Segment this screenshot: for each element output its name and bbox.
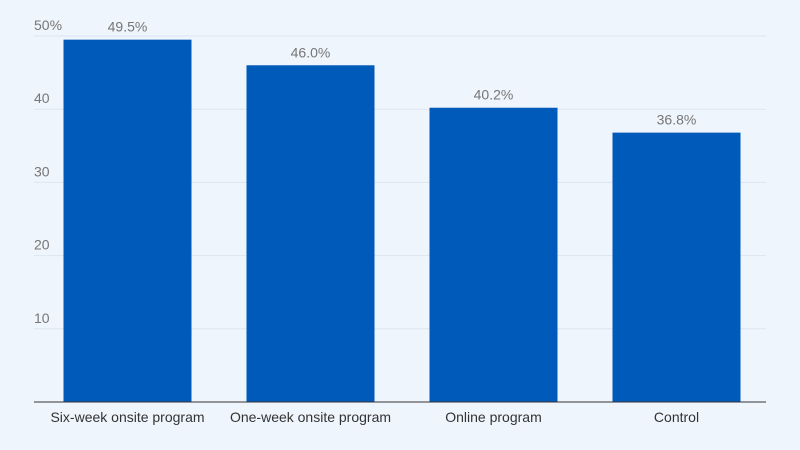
x-tick-label: Control bbox=[654, 409, 699, 425]
y-tick-label: 40 bbox=[34, 90, 50, 106]
y-tick-label: 10 bbox=[34, 310, 50, 326]
y-tick-label: 50% bbox=[34, 17, 62, 33]
x-tick-label: Online program bbox=[445, 409, 542, 425]
bar bbox=[429, 107, 558, 403]
bar bbox=[63, 39, 192, 402]
data-label: 49.5% bbox=[108, 19, 148, 35]
x-tick-label: One-week onsite program bbox=[230, 409, 391, 425]
data-label: 36.8% bbox=[657, 112, 697, 128]
y-tick-label: 30 bbox=[34, 163, 50, 179]
bar bbox=[612, 132, 741, 402]
data-label: 40.2% bbox=[474, 87, 514, 103]
x-tick-label: Six-week onsite program bbox=[50, 409, 204, 425]
bar bbox=[246, 65, 375, 402]
y-tick-label: 20 bbox=[34, 237, 50, 253]
data-label: 46.0% bbox=[291, 44, 331, 60]
